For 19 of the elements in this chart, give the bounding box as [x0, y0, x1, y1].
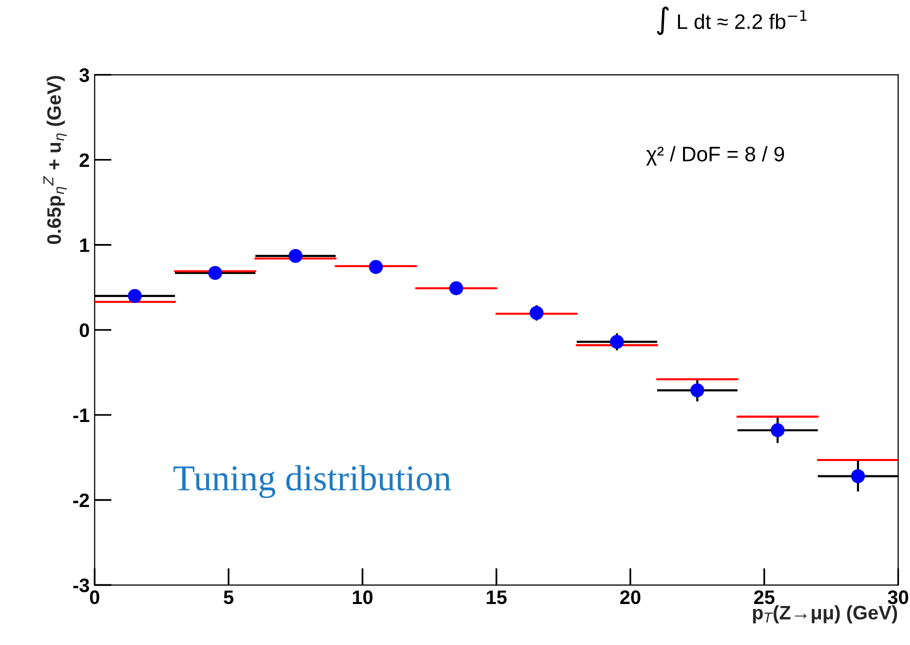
- x-tick-label: 5: [224, 590, 234, 604]
- x-tick-label: 30: [888, 590, 908, 604]
- x-axis-title: p$_{T}$(Z→μμ) (GeV): [753, 605, 898, 624]
- y-tick-label: 3: [79, 68, 90, 82]
- y-tick-label: -1: [73, 408, 90, 422]
- y-tick-label: 2: [80, 153, 89, 167]
- y-axis-title: 0.65p$_{η}$$^{Z}$ + u$_{η}$ (GeV): [43, 76, 67, 244]
- text: ∫ L dt ≈ 2.2 fb$^{−1}$: [656, 6, 807, 36]
- annotation: Tuning distribution: [174, 465, 451, 498]
- y-tick-label: -2: [73, 493, 89, 508]
- y-tick-label: -3: [73, 578, 90, 592]
- x-tick-label: 20: [620, 590, 640, 604]
- y-tick-label: 1: [80, 238, 90, 252]
- x-tick-label: 0: [90, 590, 100, 604]
- x-tick-label: 10: [352, 590, 372, 604]
- x-tick-label: 25: [754, 590, 775, 604]
- annotation: χ² / DoF = 8 / 9: [646, 146, 784, 166]
- x-tick-label: 15: [486, 590, 507, 604]
- y-tick-label: 0: [80, 323, 89, 338]
